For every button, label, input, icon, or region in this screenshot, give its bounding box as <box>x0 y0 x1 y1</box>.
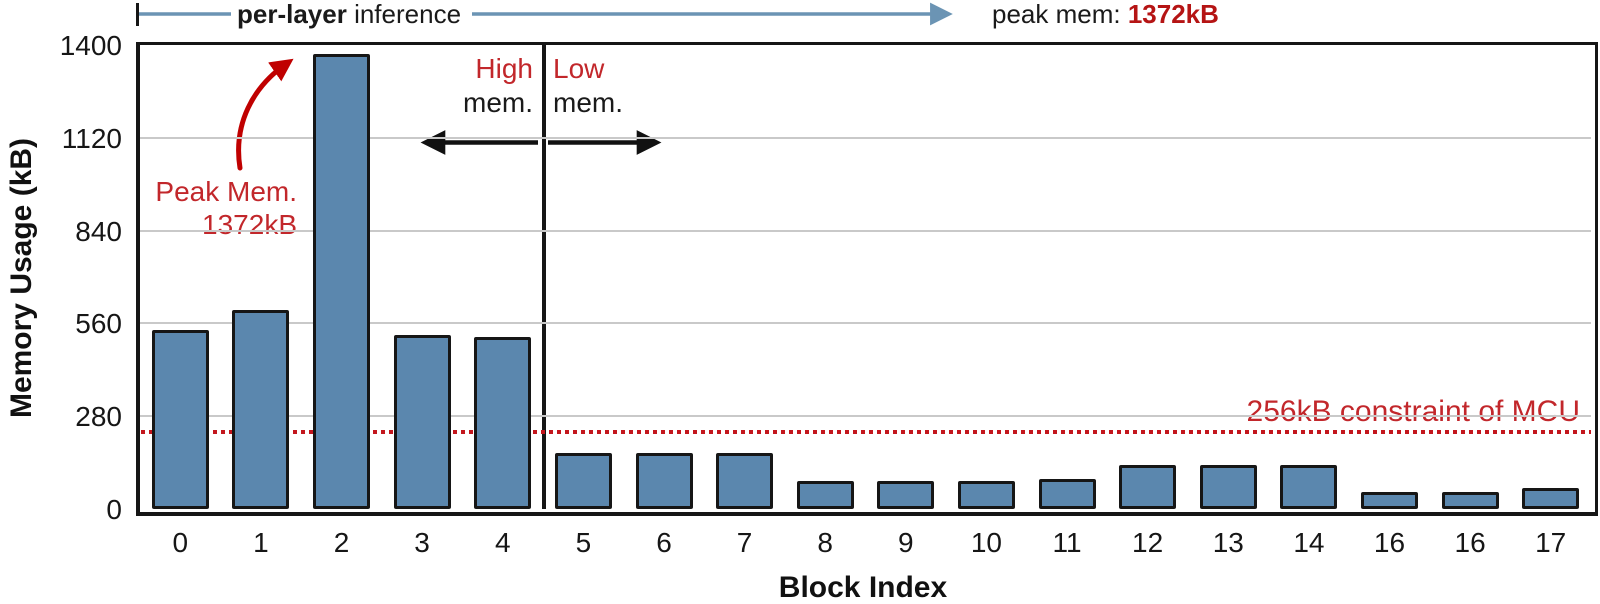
bar-block-8 <box>796 480 854 509</box>
y-tick-label-0: 0 <box>106 494 122 525</box>
x-tick-label-3: 3 <box>414 527 430 558</box>
x-axis-title: Block Index <box>778 571 948 604</box>
high-mem-region-label: High mem. <box>333 52 533 120</box>
y-tick-label-1120: 1120 <box>61 122 122 154</box>
peak-mem-text: peak mem: <box>992 0 1128 29</box>
bar-block-2 <box>313 54 370 509</box>
x-tick-label-2: 2 <box>333 527 350 558</box>
bar-block-12 <box>1119 465 1177 509</box>
y-tick-label-840: 840 <box>75 215 122 247</box>
bar-block-17 <box>1522 488 1580 509</box>
x-tick-label-5: 5 <box>575 527 592 558</box>
bar-block-16 <box>1361 491 1418 509</box>
per-layer-bold-text: per-layer <box>237 0 347 29</box>
gridline-560 <box>140 322 1591 325</box>
x-tick-label-7: 7 <box>736 527 753 558</box>
gridline-1120 <box>140 136 1591 139</box>
gridline-840 <box>140 229 1591 232</box>
bar-block-7 <box>716 452 774 509</box>
per-layer-inference-label: per-layer inference <box>237 0 461 28</box>
inference-text: inference <box>346 0 462 29</box>
y-tick-label-280: 280 <box>75 401 122 433</box>
x-tick-label-8: 8 <box>817 527 833 558</box>
peak-memory-callout: Peak Mem. 1372kB <box>97 175 297 241</box>
plot-area <box>136 42 1598 516</box>
low-mem-region-label: Low mem. <box>553 52 753 120</box>
bar-block-4 <box>474 336 532 509</box>
peak-callout-line1: Peak Mem. <box>155 176 297 207</box>
bar-block-6 <box>635 452 693 509</box>
x-tick-label-17: 17 <box>1535 527 1567 558</box>
peak-mem-value: 1372kB <box>1127 0 1219 29</box>
x-tick-label-0: 0 <box>172 527 189 558</box>
x-tick-label-15: 16 <box>1373 527 1406 558</box>
bar-block-14 <box>1280 465 1338 509</box>
low-word: Low <box>553 53 605 84</box>
x-tick-label-4: 4 <box>495 527 511 558</box>
bar-block-5 <box>554 452 612 509</box>
high-low-divider-line <box>542 45 546 509</box>
gridline-280 <box>140 415 1591 418</box>
y-tick-label-1400: 1400 <box>59 30 122 61</box>
bar-block-3 <box>393 335 451 509</box>
bar-block-10 <box>957 480 1015 509</box>
x-tick-label-10: 10 <box>970 527 1002 558</box>
peak-callout-line2: 1372kB <box>202 209 297 240</box>
mcu-constraint-dotted-line <box>141 430 1591 434</box>
x-tick-label-12: 12 <box>1132 527 1164 558</box>
red-curved-arrow-icon <box>236 58 294 171</box>
x-tick-label-6: 6 <box>656 527 672 558</box>
high-word: High <box>475 53 533 84</box>
x-tick-label-1: 1 <box>253 527 269 558</box>
x-tick-label-13: 13 <box>1212 527 1244 558</box>
x-tick-label-11: 11 <box>1052 527 1082 558</box>
low-mem-word: mem. <box>553 87 623 118</box>
bar-block-1 <box>232 310 290 509</box>
y-tick-label-560: 560 <box>75 308 122 340</box>
bar-block-9 <box>877 480 935 509</box>
mcu-constraint-label: 256kB constraint of MCU <box>1246 395 1580 428</box>
bar-block-16 <box>1441 491 1499 509</box>
x-tick-label-9: 9 <box>898 527 914 558</box>
high-mem-word: mem. <box>463 87 533 118</box>
x-tick-label-16: 16 <box>1454 527 1486 558</box>
peak-mem-header-label: peak mem: 1372kB <box>992 0 1219 28</box>
x-tick-label-14: 14 <box>1293 527 1325 558</box>
bar-block-0 <box>151 330 209 509</box>
bar-block-13 <box>1199 465 1257 509</box>
bar-block-11 <box>1038 479 1096 509</box>
